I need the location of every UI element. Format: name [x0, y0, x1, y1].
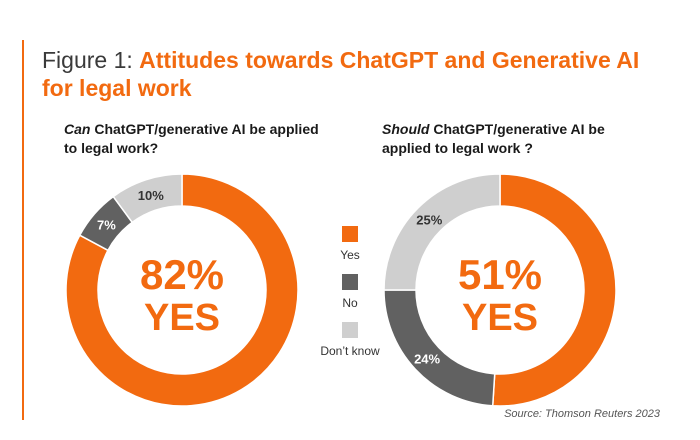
legend-label-yes: Yes — [340, 248, 360, 262]
source-note: Source: Thomson Reuters 2023 — [504, 408, 660, 420]
legend-label-dont-know: Don’t know — [320, 344, 380, 358]
donut-slice-dont-know — [112, 173, 183, 224]
right-chart-subtitle: Should ChatGPT/generative AI be applied … — [382, 120, 642, 158]
slice-label-dont-know: 25% — [416, 212, 442, 227]
legend-swatch-dont-know — [342, 322, 358, 338]
donut-slice-dont-know — [383, 173, 501, 291]
left-chart-subtitle: Can ChatGPT/generative AI be applied to … — [64, 120, 324, 158]
chart-title: Figure 1: Attitudes towards ChatGPT and … — [42, 46, 662, 102]
right-subtitle-rest: ChatGPT/generative AI be applied to lega… — [382, 121, 605, 156]
title-prefix: Figure 1: — [42, 47, 133, 73]
legend-item-dont-know: Don’t know — [310, 322, 390, 358]
left-subtitle-emphasis: Can — [64, 121, 91, 137]
accent-rule — [22, 40, 24, 420]
donut-slice-yes — [65, 173, 299, 407]
center-label: YES — [462, 297, 538, 339]
legend-swatch-no — [342, 274, 358, 290]
donut-slice-yes — [491, 173, 617, 407]
right-subtitle-emphasis: Should — [382, 121, 430, 137]
donut-chart-should: 24% 25% 51% YES — [383, 173, 617, 407]
center-value: 82% — [140, 251, 224, 298]
left-subtitle-rest: ChatGPT/generative AI be applied to lega… — [64, 121, 319, 156]
slice-label-no: 7% — [97, 218, 116, 233]
legend-label-no: No — [342, 296, 358, 310]
legend-item-yes: Yes — [310, 226, 390, 262]
slice-label-dont-know: 10% — [138, 188, 164, 203]
legend-swatch-yes — [342, 226, 358, 242]
slice-label-no: 24% — [414, 351, 440, 366]
title-main: Attitudes towards ChatGPT and Generative… — [42, 47, 640, 101]
legend-item-no: No — [310, 274, 390, 310]
center-label: YES — [144, 297, 220, 339]
donut-chart-can: 7% 10% 82% YES — [65, 173, 299, 407]
center-value: 51% — [458, 251, 542, 298]
